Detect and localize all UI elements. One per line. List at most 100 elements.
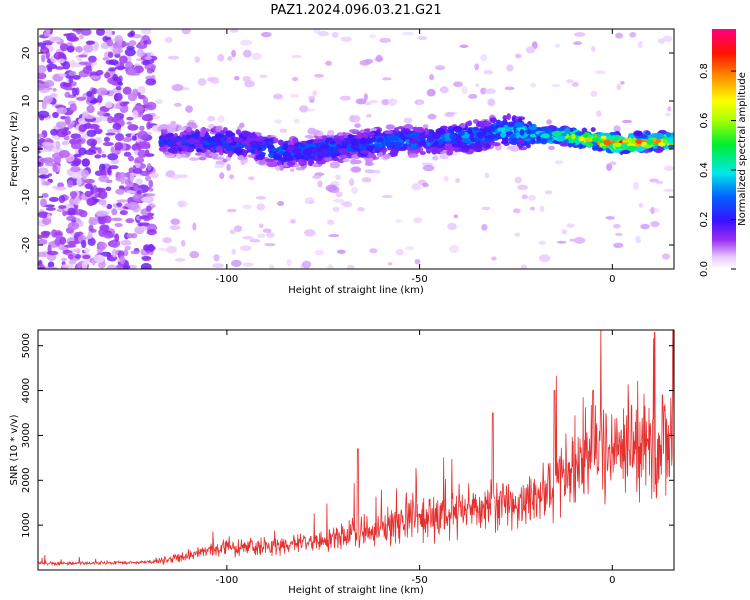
spectrogram-cell: [249, 238, 261, 243]
spectrogram-cell: [444, 111, 455, 118]
spectrogram-cell: [638, 202, 644, 208]
spectrogram-cell: [567, 142, 573, 148]
spectrogram-cell: [250, 148, 256, 154]
spectrogram-cell: [443, 175, 449, 182]
spectrogram-cell: [108, 59, 119, 66]
spectrogram-cell: [192, 222, 197, 231]
spectrogram-cell: [158, 146, 168, 152]
spectrogram-cell: [502, 115, 508, 121]
spectrogram-cell: [40, 198, 47, 208]
colorbar: 0.0 0.2 0.4 0.6 0.8 Normalized spectral ampl…: [699, 29, 748, 277]
spectrogram-cell: [103, 215, 112, 224]
spectrogram-cell: [83, 114, 95, 120]
spectrogram-cell: [95, 29, 106, 36]
spectrogram-ytick-label: 10: [21, 95, 32, 108]
spectrogram-cell: [125, 218, 135, 224]
spectrogram-cell: [181, 145, 189, 152]
spectrogram-cell: [38, 167, 49, 175]
spectrogram-cell: [64, 115, 71, 125]
spectrogram-cell: [105, 186, 112, 192]
spectrogram-cell: [227, 152, 233, 158]
spectrogram-cell: [52, 87, 57, 92]
spectrogram-cell: [408, 153, 414, 158]
spectrogram-cell: [235, 129, 242, 135]
spectrogram-cell: [240, 39, 253, 46]
spectrogram-cell: [506, 64, 514, 72]
spectrogram-cell: [129, 173, 135, 182]
spectrogram-cell: [127, 124, 139, 131]
spectrogram-cell: [84, 190, 92, 198]
spectrogram-cell: [470, 143, 481, 149]
spectrogram-cell: [83, 248, 90, 253]
spectrogram-cell: [107, 153, 119, 161]
spectrogram-cell: [41, 193, 49, 198]
spectrogram-cell: [627, 145, 637, 152]
spectrogram-cell: [650, 221, 660, 228]
spectrogram-cell: [111, 208, 118, 216]
spectrogram-cell: [74, 209, 85, 216]
spectrogram-xtick-label: -50: [411, 274, 427, 285]
spectrogram-cell: [119, 210, 128, 216]
spectrogram-cell: [96, 87, 108, 96]
spectrogram-cell: [417, 36, 428, 41]
spectrogram-cell: [483, 137, 491, 143]
spectrogram-cell: [538, 240, 547, 245]
spectrogram-cell: [122, 86, 132, 95]
spectrogram-cell: [329, 161, 341, 169]
spectrogram-cell: [38, 42, 47, 47]
snr-ytick-label: 5000: [21, 333, 32, 358]
spectrogram-cell: [108, 165, 119, 170]
spectrogram-cell: [43, 95, 53, 104]
spectrogram-cell: [502, 119, 508, 125]
spectrogram-cell: [437, 139, 445, 143]
spectrogram-cell: [62, 82, 72, 88]
spectrogram-cell: [556, 240, 567, 244]
spectrogram-cell: [123, 249, 129, 257]
spectrogram-cell: [573, 41, 582, 46]
spectrogram-cell: [603, 139, 612, 146]
spectrogram-cell: [194, 56, 201, 63]
spectrogram-cell: [644, 143, 653, 149]
spectrogram-cell: [538, 254, 551, 263]
spectrogram-cell: [661, 253, 670, 260]
spectrogram-cell: [82, 66, 93, 75]
spectrogram-cell: [70, 166, 81, 173]
spectrogram-cell: [633, 182, 639, 190]
spectrogram-cell: [225, 144, 232, 152]
spectrogram-cell: [646, 138, 654, 145]
spectrogram-cell: [627, 137, 633, 143]
spectrogram-cell: [72, 160, 81, 166]
spectrogram-cell: [332, 206, 340, 213]
spectrogram-cell: [81, 261, 88, 269]
spectrogram-cell: [139, 125, 145, 131]
spectrogram-cell: [292, 147, 302, 156]
spectrogram-cell: [214, 163, 225, 169]
spectrogram-cell: [386, 134, 394, 141]
spectrogram-cell: [290, 168, 295, 172]
spectrogram-cell: [298, 159, 307, 167]
spectrogram-cell: [112, 43, 122, 49]
spectrogram-cell: [590, 127, 596, 132]
spectrogram-cell: [73, 153, 82, 158]
spectrogram-cell: [144, 56, 153, 60]
spectrogram-cell: [361, 177, 372, 183]
spectrogram-cell: [480, 127, 489, 133]
spectrogram-cell: [111, 150, 122, 154]
snr-plot-area: [38, 330, 674, 570]
spectrogram-cell: [139, 38, 145, 46]
spectrogram-cell: [649, 178, 659, 183]
spectrogram-cell: [242, 262, 254, 267]
spectrogram-cell: [467, 128, 473, 135]
spectrogram-cell: [348, 178, 355, 187]
spectrogram-cell: [98, 199, 107, 206]
spectrogram-cell: [87, 231, 93, 240]
spectrogram-cell: [468, 93, 478, 100]
spectrogram-cell: [664, 165, 674, 172]
spectrogram-cell: [286, 259, 292, 267]
spectrogram-cell: [547, 145, 555, 151]
spectrogram-cell: [38, 82, 46, 91]
spectrogram-cell: [307, 95, 316, 100]
spectrogram-cell: [41, 142, 53, 146]
spectrogram-cell: [585, 138, 591, 143]
spectrogram-cell: [342, 142, 347, 150]
